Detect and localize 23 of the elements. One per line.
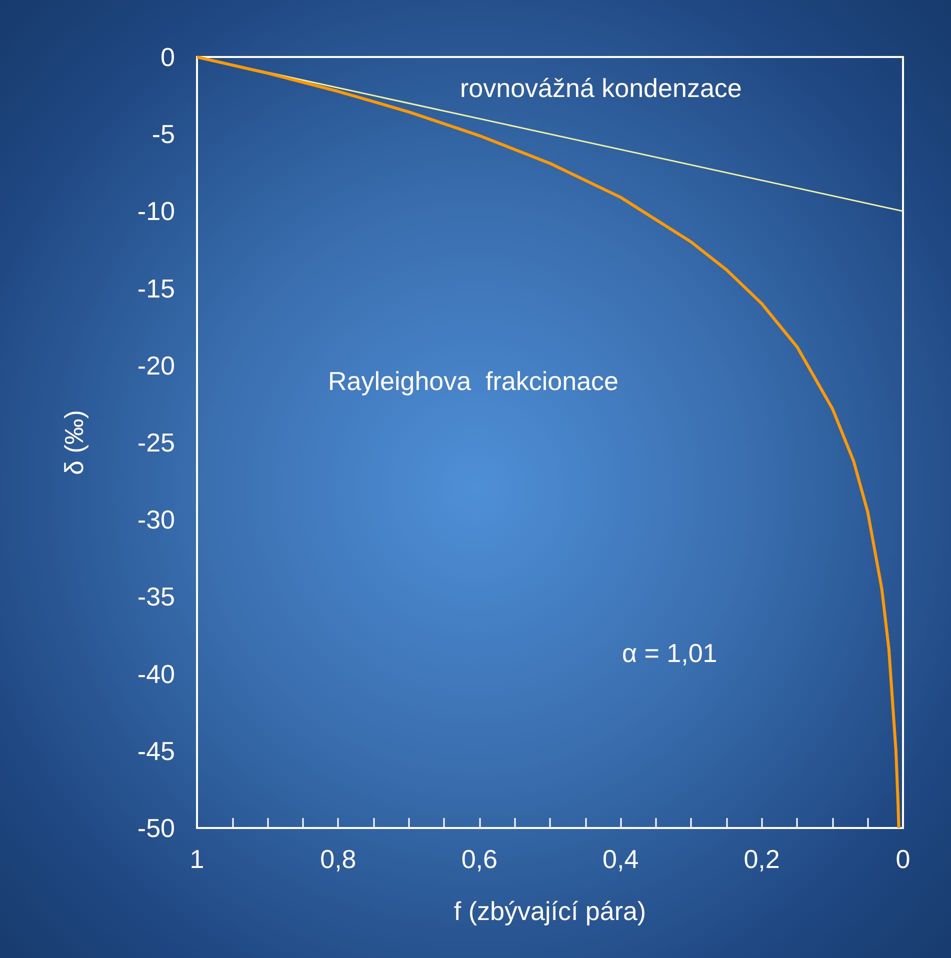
x-tick-label: 0,6 xyxy=(461,844,498,874)
y-tick-label: -45 xyxy=(137,736,175,766)
y-tick-label: -50 xyxy=(137,813,175,843)
x-tick-label: 0,8 xyxy=(320,844,356,874)
line-series xyxy=(196,56,900,830)
y-tick-label: -30 xyxy=(137,504,175,535)
x-tick-label: 1 xyxy=(190,844,204,874)
x-tick-label: 0,2 xyxy=(744,844,780,874)
annotation: α = 1,01 xyxy=(622,638,718,668)
y-tick-label: -40 xyxy=(137,658,175,689)
y-axis-title: δ (‰) xyxy=(59,410,89,476)
y-tick-label: -35 xyxy=(137,582,175,612)
annotation: Rayleighova frakcionace xyxy=(328,366,618,396)
x-tick-label: 0,4 xyxy=(602,844,639,874)
y-tick-label: -5 xyxy=(152,119,175,150)
x-tick-label: 0 xyxy=(896,844,910,874)
y-tick-label: 0 xyxy=(160,42,175,72)
x-axis-title: f (zbývající pára) xyxy=(454,896,646,926)
annotation: rovnovážná kondenzace xyxy=(460,73,742,103)
y-tick-label: -20 xyxy=(137,350,175,380)
y-tick-label: -10 xyxy=(137,196,175,226)
y-tick-label: -15 xyxy=(137,273,175,304)
y-tick-label: -25 xyxy=(137,428,175,458)
